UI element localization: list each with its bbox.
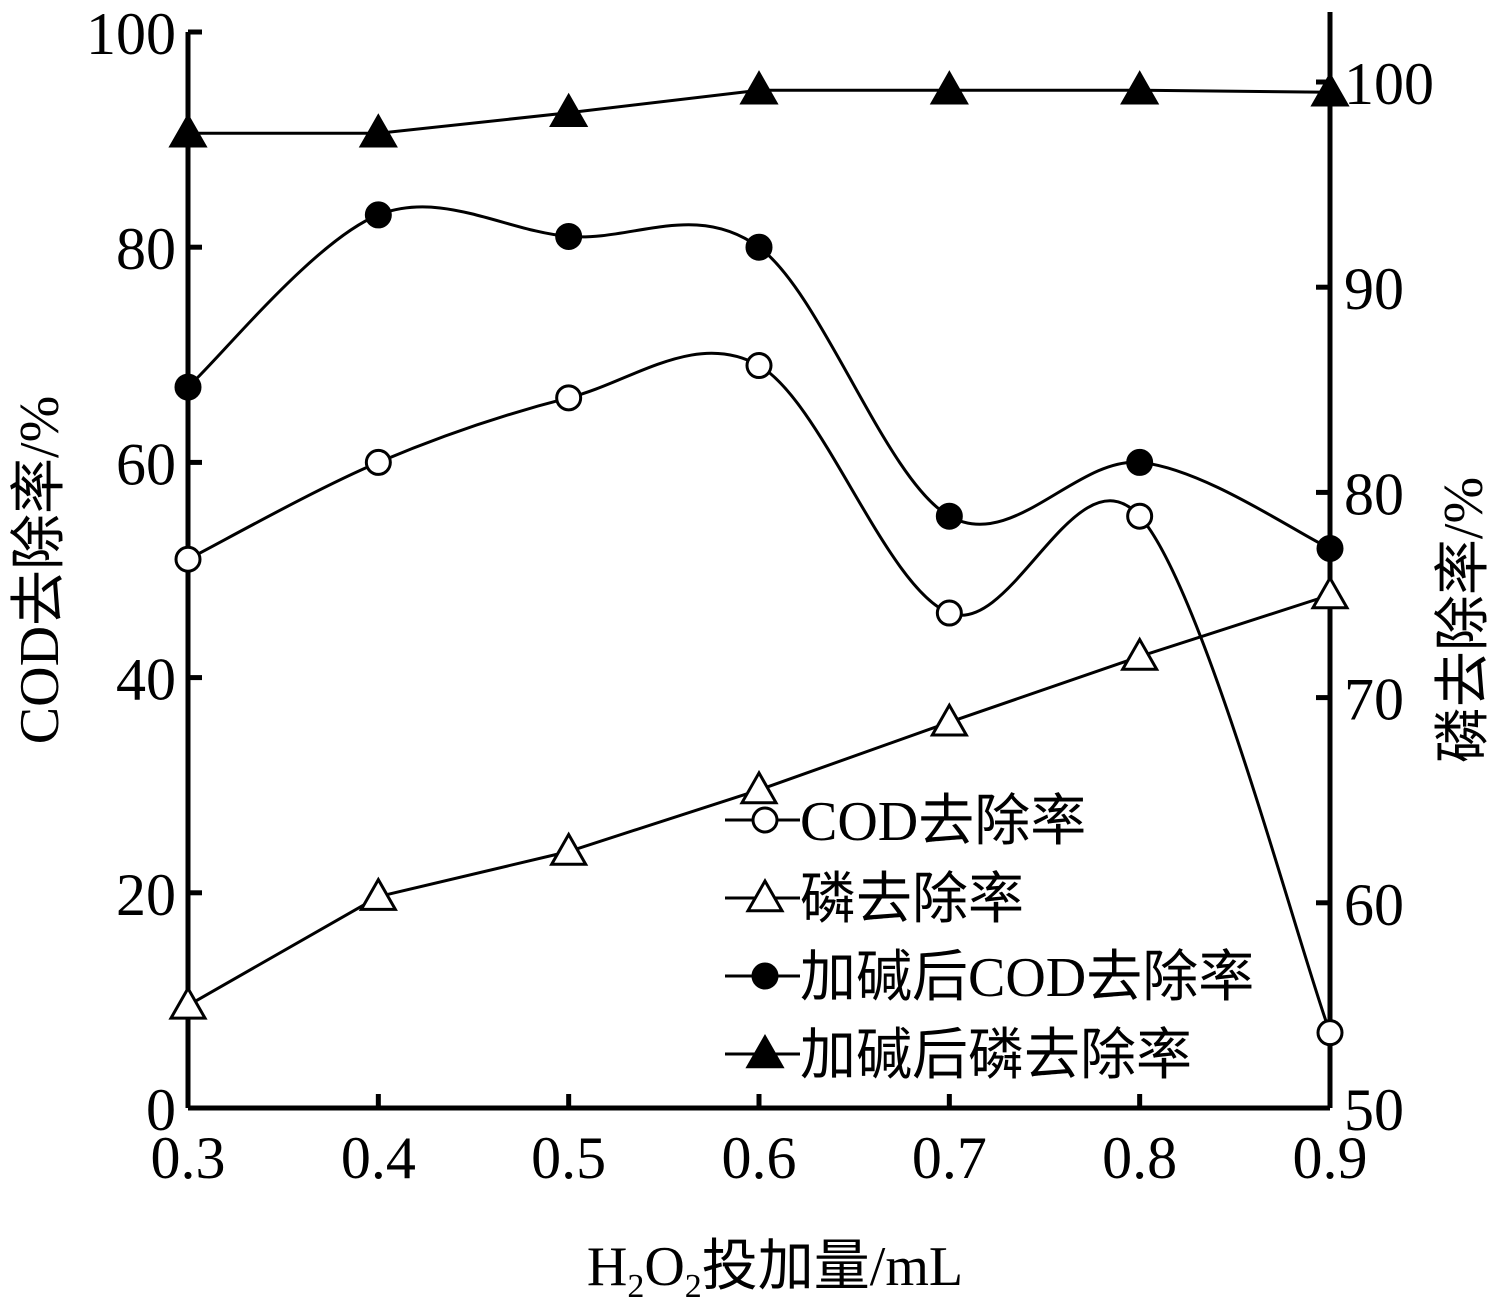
cod-data-point [364, 448, 392, 476]
x-tick-label: 0.5 [531, 1125, 606, 1191]
right-y-tick-label: 100 [1344, 51, 1434, 117]
left-y-tick-label: 60 [116, 431, 176, 497]
cod-data-point [745, 352, 773, 380]
legend-cod-label: COD去除率 [800, 791, 1086, 853]
right-y-tick-label: 70 [1344, 667, 1404, 733]
phosphorus-data-point [1120, 636, 1160, 671]
left-axis-title: COD去除率/% [9, 396, 71, 744]
x-axis-title-o: O [644, 1236, 684, 1298]
left-y-tick-label: 0 [146, 1077, 176, 1143]
phosphorus-data-point [929, 702, 969, 737]
right-y-tick-label: 80 [1344, 461, 1404, 527]
left-y-tick-label: 20 [116, 862, 176, 928]
alkali-phosphorus-data-point [1310, 72, 1350, 107]
left-y-tick-label: 40 [116, 647, 176, 713]
legend-cod-marker [751, 806, 779, 834]
left-y-tick-label: 100 [86, 1, 176, 67]
alkali-phosphorus-data-point [549, 92, 589, 128]
phosphorus-data-point [358, 876, 398, 911]
alkali-phosphorus-data-point [929, 70, 969, 105]
x-axis-title-sub-2: 2 [685, 1268, 702, 1299]
phosphorus-data-point [1310, 574, 1350, 610]
alkali-cod-data-point [935, 502, 963, 530]
x-tick-label: 0.9 [1293, 1125, 1368, 1191]
plot-area: 0.3 0.4 0.5 0.6 0.7 0.8 0.9 0 20 40 60 80 100 50 60 70 8… [86, 1, 1434, 1191]
right-y-tick-label: 50 [1344, 1077, 1404, 1143]
x-tick-label: 0.6 [722, 1125, 797, 1191]
alkali-phosphorus-data-point [168, 113, 208, 148]
alkali-cod-data-point [555, 222, 583, 250]
alkali-cod-data-point [1126, 448, 1154, 476]
cod-data-point [174, 545, 202, 573]
alkali-cod-data-point [1316, 534, 1344, 562]
right-y-tick-label: 60 [1344, 872, 1404, 938]
x-axis-title: H2O2投加量/mL [587, 1236, 963, 1299]
x-tick-label: 0.4 [341, 1125, 416, 1191]
x-axis-title-h: H [587, 1236, 627, 1298]
cod-data-point [935, 599, 963, 627]
alkali-phosphorus-data-point [358, 113, 398, 148]
legend-phosphorus-marker [745, 877, 785, 913]
alkali-cod-data-point [364, 201, 392, 229]
right-y-tick-label: 90 [1344, 256, 1404, 322]
cod-series-line [187, 351, 1332, 1034]
legend-phosphorus-label: 磷去除率 [800, 869, 1024, 931]
x-axis-title-sub-1: 2 [627, 1268, 644, 1299]
alkali-cod-data-point [745, 233, 773, 261]
alkali-cod-data-point [174, 373, 202, 401]
phosphorus-data-point [549, 831, 589, 866]
x-axis-title-rest: 投加量/mL [702, 1236, 963, 1298]
right-axis-title: 磷去除率/% [1433, 477, 1495, 763]
phosphorus-data-point [739, 769, 779, 805]
cod-data-point [1316, 1019, 1344, 1047]
x-tick-label: 0.7 [912, 1125, 987, 1191]
x-tick-label: 0.3 [151, 1125, 226, 1191]
phosphorus-data-point [168, 985, 208, 1020]
cod-data-point [555, 384, 583, 412]
left-y-tick-label: 80 [116, 216, 176, 282]
legend-alkali-cod-label: 加碱后COD去除率 [800, 947, 1254, 1009]
legend-alkali-phosphorus-label: 加碱后磷去除率 [800, 1025, 1192, 1087]
x-tick-label: 0.8 [1102, 1125, 1177, 1191]
cod-data-point [1126, 502, 1154, 530]
alkali-phosphorus-data-point [1120, 70, 1160, 105]
legend-alkali-cod-marker [751, 962, 779, 990]
legend-alkali-phosphorus-marker [745, 1033, 785, 1069]
alkali-phosphorus-data-point [739, 70, 779, 105]
